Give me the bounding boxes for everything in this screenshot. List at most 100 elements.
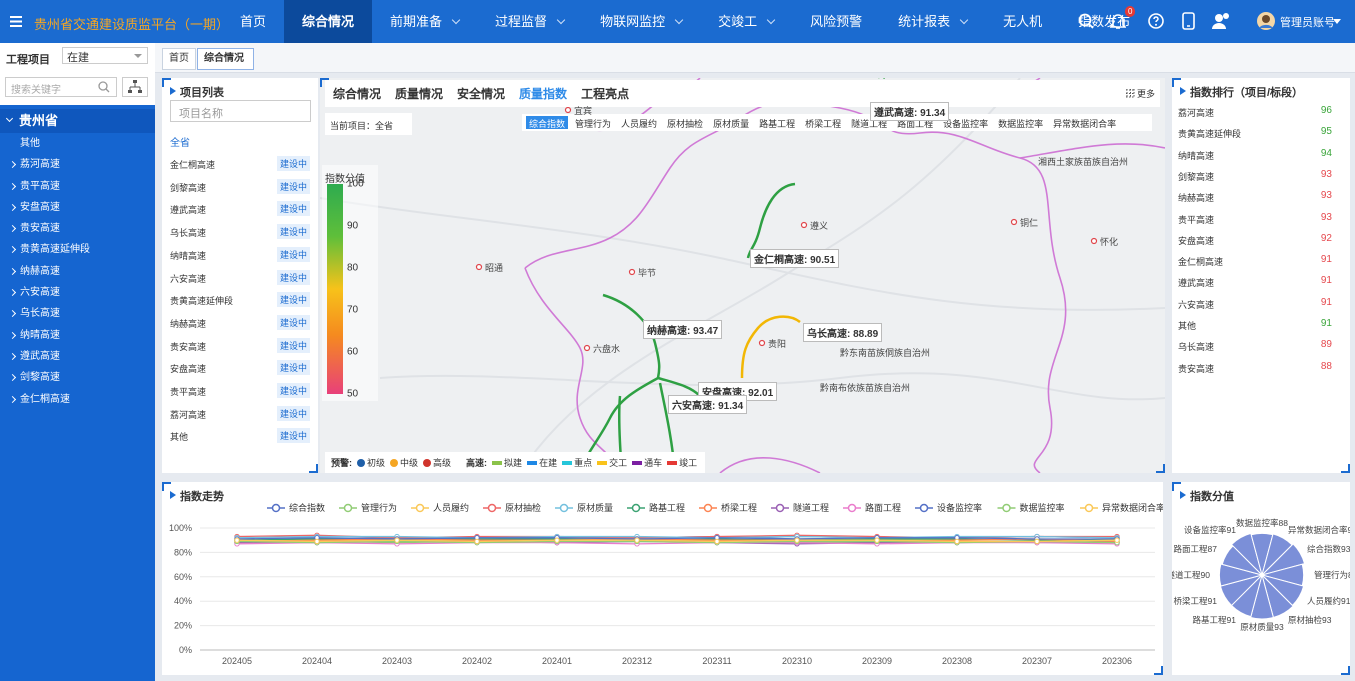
legend-item[interactable]: 重点 (562, 456, 592, 469)
map-tab[interactable]: 工程亮点 (581, 87, 630, 101)
tab[interactable]: 首页 (162, 48, 196, 70)
legend-tick: 80 (347, 262, 359, 274)
road-label[interactable]: 金仁桐高速: 90.51 (750, 249, 840, 268)
index-tab[interactable]: 数据监控率 (998, 119, 1044, 129)
tree-item[interactable]: 乌长高速 (0, 303, 155, 324)
menu-item[interactable]: 统计报表 (880, 0, 985, 43)
legend-item[interactable]: 高级 (423, 456, 451, 469)
legend-item[interactable]: 拟建 (492, 456, 522, 469)
tree-item[interactable]: 贵平高速 (0, 176, 155, 197)
map-tab[interactable]: 综合情况 (333, 87, 382, 101)
project-row[interactable]: 贵平高速 建设中 (170, 383, 310, 398)
current-project: 当前项目：全省 (325, 113, 412, 135)
project-row[interactable]: 其他 建设中 (170, 428, 310, 444)
search-icon[interactable] (1078, 13, 1094, 29)
tree-item[interactable]: 遵武高速 (0, 346, 155, 367)
avatar[interactable] (1257, 12, 1275, 30)
rose-label-value: 91 (1207, 596, 1217, 606)
menu-item[interactable]: 指数发布 (1060, 0, 1148, 43)
user-caret[interactable] (1333, 19, 1341, 25)
project-row[interactable]: 遵武高速 建设中 (170, 201, 310, 217)
legend-item[interactable]: 交工 (597, 456, 627, 469)
rose-sector (1261, 533, 1293, 577)
data-point (1034, 538, 1040, 545)
menu-icon[interactable] (10, 16, 22, 27)
index-tab[interactable]: 路面工程 (897, 119, 934, 129)
project-row[interactable]: 纳晴高速 建设中 (170, 246, 310, 262)
legend-item[interactable]: 通车 (632, 456, 662, 469)
project-row[interactable]: 荔河高速 建设中 (170, 405, 310, 421)
tree-item[interactable]: 剑黎高速 (0, 367, 155, 388)
search-input[interactable]: 搜索关键字 (5, 77, 117, 97)
more-link[interactable]: 更多 (1125, 87, 1155, 100)
map-tab[interactable]: 质量指数 (519, 87, 568, 101)
tree-item[interactable]: 六安高速 (0, 282, 155, 303)
menu-item[interactable]: 物联网监控 (582, 0, 700, 43)
project-row[interactable]: 剑黎高速 建设中 (170, 178, 310, 194)
menu-item[interactable]: 综合情况 (284, 0, 373, 43)
help-icon[interactable] (1148, 13, 1164, 29)
index-tab[interactable]: 路基工程 (759, 119, 796, 129)
tree-item[interactable]: 安盘高速 (0, 197, 155, 218)
road-label[interactable]: 遵武高速: 91.34 (870, 102, 950, 121)
project-search[interactable]: 项目名称 (170, 100, 311, 122)
index-tab[interactable]: 原材质量 (713, 119, 750, 129)
index-tab[interactable]: 异常数据闭合率 (1053, 119, 1117, 129)
map-tab[interactable]: 安全情况 (457, 87, 506, 101)
road-label[interactable]: 乌长高速: 88.89 (803, 323, 883, 342)
road-label[interactable]: 纳赫高速: 93.47 (643, 320, 723, 339)
user-name[interactable]: 管理员账号 (1280, 17, 1335, 29)
tab[interactable]: 综合情况 (197, 48, 254, 70)
dropdown-caret (674, 15, 684, 24)
legend-item[interactable]: 中级 (390, 456, 418, 469)
index-tab[interactable]: 人员履约 (621, 119, 658, 129)
trend-panel: 指数走势 0% 20% 40% 60% 80% 100% 202405 202404 20240… (162, 482, 1163, 675)
menu-item[interactable]: 前期准备 (372, 0, 477, 43)
status-select[interactable]: 在建 (62, 47, 148, 64)
index-tab[interactable]: 隧道工程 (851, 119, 888, 129)
tree-item[interactable]: 其他 (0, 133, 155, 154)
tree-item[interactable]: 纳赫高速 (0, 261, 155, 282)
legend-tick: 100 (347, 178, 364, 190)
tree-button[interactable] (122, 77, 148, 97)
index-tab[interactable]: 原材抽检 (667, 119, 704, 129)
legend-item[interactable]: 初级 (357, 456, 385, 469)
tree-item[interactable]: 金仁桐高速 (0, 389, 155, 410)
menu-item[interactable]: 过程监督 (477, 0, 582, 43)
tree-item[interactable]: 纳晴高速 (0, 325, 155, 346)
project-row[interactable]: 金仁桐高速 建设中 (170, 156, 310, 171)
index-tab[interactable]: 管理行为 (575, 119, 612, 129)
index-tab[interactable]: 设备监控率 (943, 119, 989, 129)
rank-value: 89 (1320, 339, 1332, 351)
legend-item[interactable]: 竣工 (667, 456, 697, 469)
map-canvas[interactable] (320, 78, 1165, 473)
bell-icon[interactable] (1110, 12, 1126, 30)
tree-item[interactable]: 贵安高速 (0, 218, 155, 239)
map-tab[interactable]: 质量情况 (395, 87, 444, 101)
legend-item[interactable]: 在建 (527, 456, 557, 469)
index-tab[interactable]: 综合指数 (526, 116, 569, 129)
contacts-icon[interactable] (1212, 12, 1230, 30)
project-row[interactable]: 贵黄高速延伸段 建设中 (170, 292, 310, 308)
menu-label: 统计报表 (898, 14, 951, 29)
project-row[interactable]: 乌长高速 建设中 (170, 224, 310, 240)
tree-item[interactable]: 贵黄高速延伸段 (0, 239, 155, 260)
tree-root[interactable]: 贵州省 (0, 109, 155, 133)
tree-label: 荔河高速 (20, 159, 60, 171)
road-label[interactable]: 六安高速: 91.34 (668, 395, 748, 414)
tree-item[interactable]: 荔河高速 (0, 154, 155, 175)
project-row[interactable]: 六安高速 建设中 (170, 269, 310, 285)
project-row[interactable]: 贵安高速 建设中 (170, 337, 310, 353)
menu-item[interactable]: 风险预警 (792, 0, 880, 43)
phone-icon[interactable] (1182, 12, 1196, 30)
menu-item[interactable]: 交竣工 (700, 0, 792, 43)
index-tab[interactable]: 桥梁工程 (805, 119, 842, 129)
menu-item[interactable]: 无人机 (985, 0, 1060, 43)
project-row[interactable]: 安盘高速 建设中 (170, 360, 310, 376)
rank-value: 92 (1320, 232, 1332, 244)
all-province[interactable]: 全省 (170, 138, 190, 149)
menu-item[interactable]: 首页 (222, 0, 284, 43)
project-row[interactable]: 纳赫高速 建设中 (170, 314, 310, 330)
rank-value: 91 (1320, 275, 1332, 287)
